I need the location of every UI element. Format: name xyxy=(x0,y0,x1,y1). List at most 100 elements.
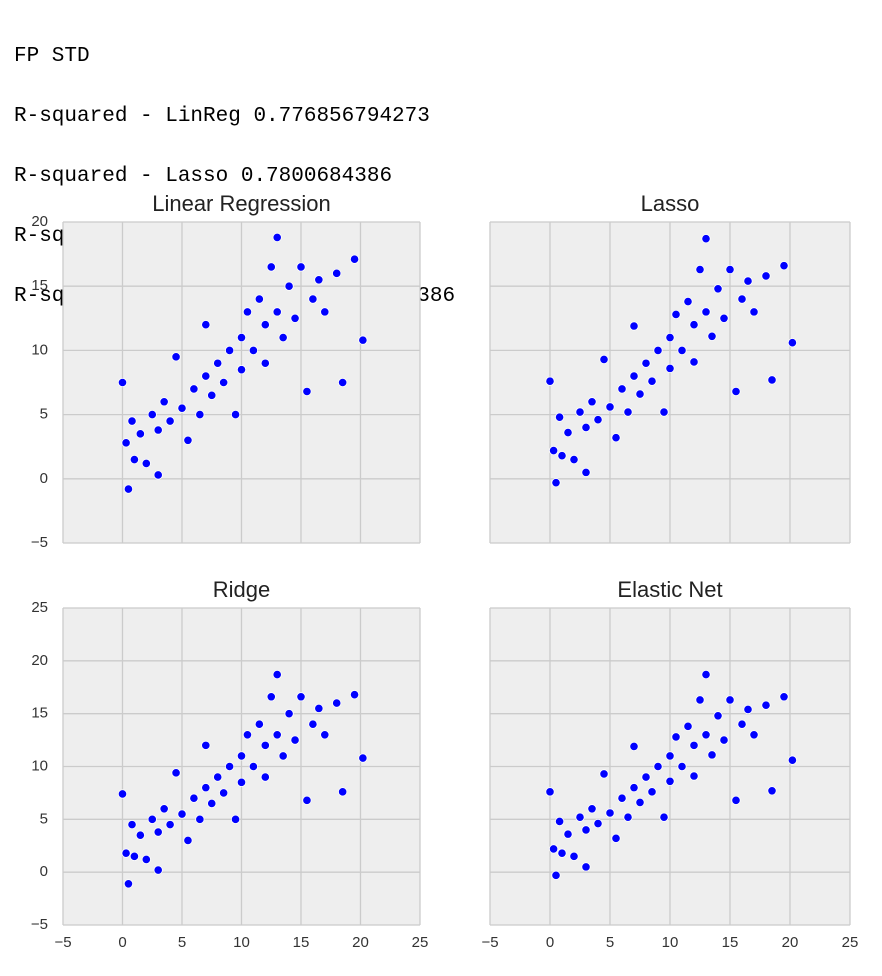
point xyxy=(349,254,360,264)
point xyxy=(242,730,253,740)
point xyxy=(314,703,324,713)
point xyxy=(554,412,565,422)
point xyxy=(225,345,235,355)
point xyxy=(635,389,645,399)
point xyxy=(749,730,759,740)
point xyxy=(236,365,247,375)
point xyxy=(296,262,306,272)
point xyxy=(129,851,139,861)
point xyxy=(581,825,591,835)
point xyxy=(581,422,591,433)
point xyxy=(121,438,131,448)
point xyxy=(272,232,282,243)
chart-title: Elastic Net xyxy=(617,577,722,602)
point xyxy=(593,415,603,425)
point xyxy=(338,787,348,797)
point xyxy=(575,407,585,417)
point xyxy=(189,384,199,394)
point xyxy=(117,377,128,388)
point xyxy=(219,788,229,798)
point xyxy=(213,358,223,368)
x-tick-label: 25 xyxy=(842,934,859,951)
point xyxy=(171,768,181,778)
point xyxy=(551,478,561,488)
point xyxy=(219,377,229,388)
x-tick-label: 20 xyxy=(352,934,369,951)
point xyxy=(338,377,348,388)
point xyxy=(121,848,131,858)
x-tick-label: 20 xyxy=(782,934,799,951)
point xyxy=(349,690,360,700)
point xyxy=(725,264,735,275)
point xyxy=(695,264,705,275)
point xyxy=(749,307,759,317)
point xyxy=(123,484,134,494)
point xyxy=(629,741,639,752)
point xyxy=(695,695,705,705)
point xyxy=(545,787,555,797)
point xyxy=(659,407,669,417)
point xyxy=(189,793,199,803)
point xyxy=(266,262,276,272)
point xyxy=(278,332,288,343)
point xyxy=(332,698,342,708)
point xyxy=(248,345,258,355)
point xyxy=(308,294,318,304)
x-tick-label: −5 xyxy=(54,934,71,951)
x-tick-label: 0 xyxy=(546,934,554,951)
chart-title: Lasso xyxy=(641,191,700,216)
point xyxy=(171,352,181,362)
point xyxy=(611,433,621,443)
point xyxy=(629,371,639,381)
point xyxy=(177,403,187,413)
y-tick-label: 0 xyxy=(40,470,48,487)
point xyxy=(689,771,699,781)
y-tick-label: 15 xyxy=(31,277,48,294)
point xyxy=(569,454,579,465)
chart-title: Ridge xyxy=(213,577,270,602)
y-tick-label: −5 xyxy=(31,916,48,933)
point xyxy=(248,761,258,772)
point xyxy=(165,416,175,426)
point xyxy=(260,320,270,330)
point xyxy=(653,761,663,772)
point xyxy=(135,830,145,840)
point xyxy=(593,818,603,829)
point xyxy=(153,865,163,875)
point xyxy=(731,386,741,397)
point xyxy=(719,735,729,745)
point xyxy=(117,789,128,799)
point xyxy=(713,711,723,721)
point xyxy=(605,402,615,412)
point xyxy=(707,331,717,341)
y-tick-label: 5 xyxy=(40,406,48,423)
y-tick-label: −5 xyxy=(31,534,48,551)
y-tick-label: 25 xyxy=(31,599,48,616)
point xyxy=(707,750,717,760)
point xyxy=(743,704,753,715)
point xyxy=(207,798,217,809)
point xyxy=(272,730,282,740)
point xyxy=(617,384,627,394)
point xyxy=(201,371,211,381)
point xyxy=(260,358,270,368)
point xyxy=(713,284,723,294)
point xyxy=(629,321,639,331)
point xyxy=(581,467,591,477)
point xyxy=(147,409,157,420)
y-tick-label: 5 xyxy=(40,810,48,827)
x-tick-label: 10 xyxy=(233,934,250,951)
point xyxy=(587,804,597,814)
point xyxy=(689,740,699,750)
point xyxy=(242,307,253,317)
point xyxy=(641,358,651,368)
point xyxy=(195,814,205,824)
y-tick-label: 20 xyxy=(31,213,48,230)
point xyxy=(201,320,211,330)
point xyxy=(575,812,585,822)
point xyxy=(195,409,205,420)
point xyxy=(611,833,621,843)
point xyxy=(731,795,741,805)
